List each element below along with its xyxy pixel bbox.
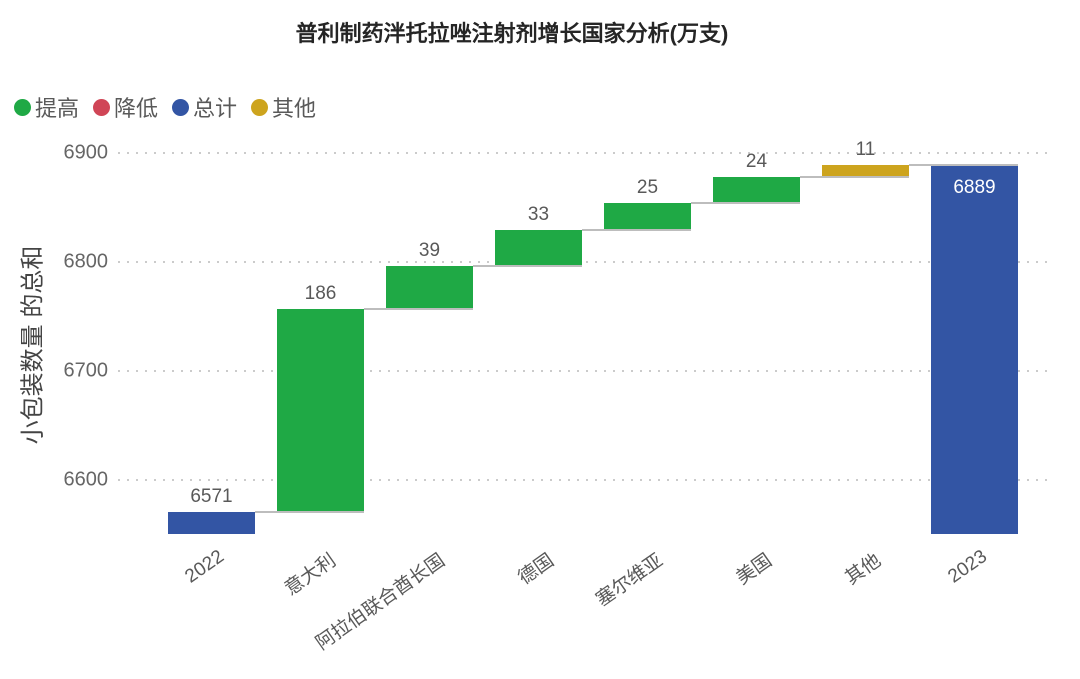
waterfall-connector <box>255 510 364 513</box>
chart-title: 普利制药泮托拉唑注射剂增长国家分析(万支) <box>295 21 729 46</box>
bar-美国[interactable] <box>713 176 800 204</box>
bar-意大利[interactable] <box>277 308 364 512</box>
bar-value-label: 39 <box>418 240 441 262</box>
legend-item-other[interactable]: 其他 <box>251 91 316 123</box>
bar-2022[interactable] <box>168 511 255 535</box>
waterfall-connector <box>691 202 800 205</box>
x-axis-tick: 美国 <box>732 550 776 590</box>
bar-value-label: 186 <box>304 282 337 304</box>
bar-value-label: 25 <box>636 177 659 199</box>
legend-swatch-icon <box>93 98 111 116</box>
bar-value-label: 11 <box>855 138 876 160</box>
legend-swatch-icon <box>14 98 31 116</box>
gridline-6800 <box>118 261 1048 263</box>
waterfall-connector <box>364 307 473 310</box>
x-axis-tick: 2023 <box>943 546 991 588</box>
x-axis-tick: 意大利 <box>280 550 340 601</box>
legend-label: 总计 <box>193 96 238 121</box>
legend-item-total[interactable]: 总计 <box>172 91 237 123</box>
bar-value-label: 6889 <box>953 176 996 198</box>
x-axis-tick: 2022 <box>180 546 228 588</box>
waterfall-connector <box>909 163 1018 166</box>
legend-label: 其他 <box>272 96 317 121</box>
legend-label: 提高 <box>35 96 80 121</box>
bar-2023[interactable] <box>931 164 1018 535</box>
x-axis-tick: 其他 <box>841 550 885 590</box>
legend-swatch-icon <box>172 98 190 116</box>
gridline-6600 <box>118 479 1048 481</box>
legend-label: 降低 <box>114 96 159 121</box>
gridline-6900 <box>118 152 1048 154</box>
x-axis-tick: 塞尔维亚 <box>592 550 667 611</box>
legend-item-decrease[interactable]: 降低 <box>93 91 158 123</box>
y-axis-tick: 6900 <box>63 141 109 164</box>
legend: 提高 降低 总计 其他 <box>14 91 316 123</box>
bar-value-label: 33 <box>527 204 550 226</box>
waterfall-connector <box>800 175 909 178</box>
bar-value-label: 24 <box>745 150 768 172</box>
y-axis-tick: 6800 <box>63 250 109 273</box>
waterfall-connector <box>473 265 582 268</box>
x-axis-tick: 德国 <box>514 550 558 590</box>
y-axis-tick: 6600 <box>63 468 109 491</box>
gridline-6700 <box>118 370 1048 372</box>
bar-塞尔维亚[interactable] <box>604 203 691 231</box>
bar-其他[interactable] <box>822 164 909 177</box>
bar-value-label: 6571 <box>190 485 233 507</box>
legend-item-increase[interactable]: 提高 <box>14 91 79 123</box>
bar-德国[interactable] <box>495 230 582 267</box>
bar-阿拉伯联合酋长国[interactable] <box>386 266 473 309</box>
legend-swatch-icon <box>251 98 269 116</box>
y-axis-tick: 6700 <box>63 359 109 382</box>
waterfall-connector <box>582 229 691 232</box>
